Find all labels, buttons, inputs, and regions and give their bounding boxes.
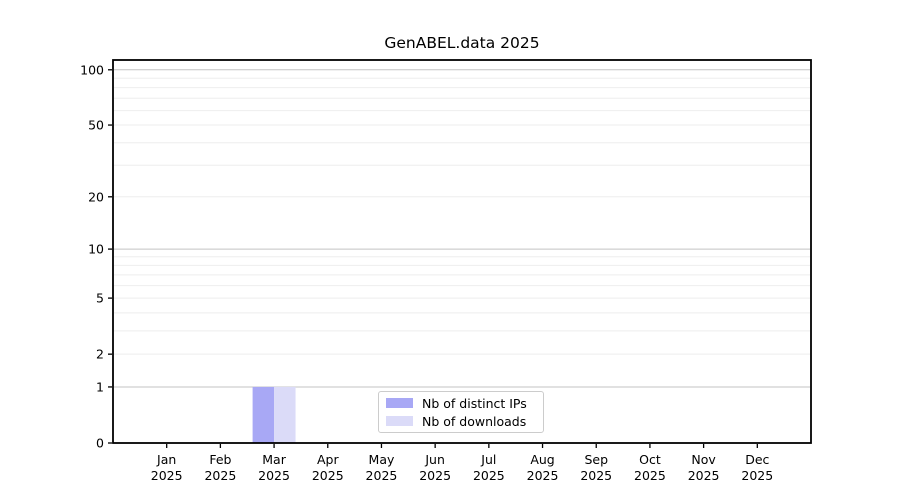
chart-title: GenABEL.data 2025 bbox=[384, 34, 540, 52]
x-tick-label-month: Nov bbox=[691, 452, 716, 467]
x-tick-label-year: 2025 bbox=[419, 468, 451, 483]
x-tick-label-year: 2025 bbox=[151, 468, 183, 483]
x-tick-label-month: Jun bbox=[424, 452, 445, 467]
legend-label-distinct-ips: Nb of distinct IPs bbox=[422, 395, 527, 411]
y-tick-label: 2 bbox=[96, 347, 104, 362]
legend-item-distinct-ips: Nb of distinct IPs bbox=[379, 394, 543, 412]
y-tick-label: 10 bbox=[88, 242, 104, 257]
x-tick-label-year: 2025 bbox=[258, 468, 290, 483]
x-tick-label-month: Jul bbox=[480, 452, 496, 467]
y-tick-label: 1 bbox=[96, 379, 104, 394]
y-tick-label: 0 bbox=[96, 436, 104, 451]
x-tick-label-month: Apr bbox=[317, 452, 339, 467]
x-tick-label-month: May bbox=[369, 452, 395, 467]
x-tick-label-year: 2025 bbox=[204, 468, 236, 483]
x-tick-label-month: Aug bbox=[530, 452, 554, 467]
legend-swatch-distinct-ips bbox=[386, 398, 413, 408]
y-tick-label: 20 bbox=[88, 189, 104, 204]
legend-item-downloads: Nb of downloads bbox=[379, 412, 543, 430]
x-tick-label-year: 2025 bbox=[527, 468, 559, 483]
y-tick-label: 5 bbox=[96, 291, 104, 306]
legend-label-downloads: Nb of downloads bbox=[422, 413, 527, 429]
bar-distinct-ips bbox=[252, 386, 275, 443]
x-tick-label-year: 2025 bbox=[634, 468, 666, 483]
legend: Nb of distinct IPs Nb of downloads bbox=[378, 391, 544, 433]
x-tick-label-month: Mar bbox=[262, 452, 286, 467]
y-tick-label: 100 bbox=[80, 62, 104, 77]
legend-swatch-downloads bbox=[386, 416, 413, 426]
x-tick-label-month: Oct bbox=[639, 452, 661, 467]
bar-downloads bbox=[274, 386, 296, 443]
x-tick-label-month: Feb bbox=[209, 452, 231, 467]
x-tick-label-month: Jan bbox=[156, 452, 176, 467]
x-tick-label-month: Dec bbox=[745, 452, 769, 467]
x-tick-label-year: 2025 bbox=[741, 468, 773, 483]
y-tick-label: 50 bbox=[88, 118, 104, 133]
x-tick-label-year: 2025 bbox=[312, 468, 344, 483]
x-tick-label-year: 2025 bbox=[366, 468, 398, 483]
plot-border bbox=[112, 59, 812, 444]
x-tick-label-year: 2025 bbox=[580, 468, 612, 483]
x-tick-label-year: 2025 bbox=[473, 468, 505, 483]
x-tick-label-year: 2025 bbox=[688, 468, 720, 483]
x-tick-label-month: Sep bbox=[584, 452, 608, 467]
